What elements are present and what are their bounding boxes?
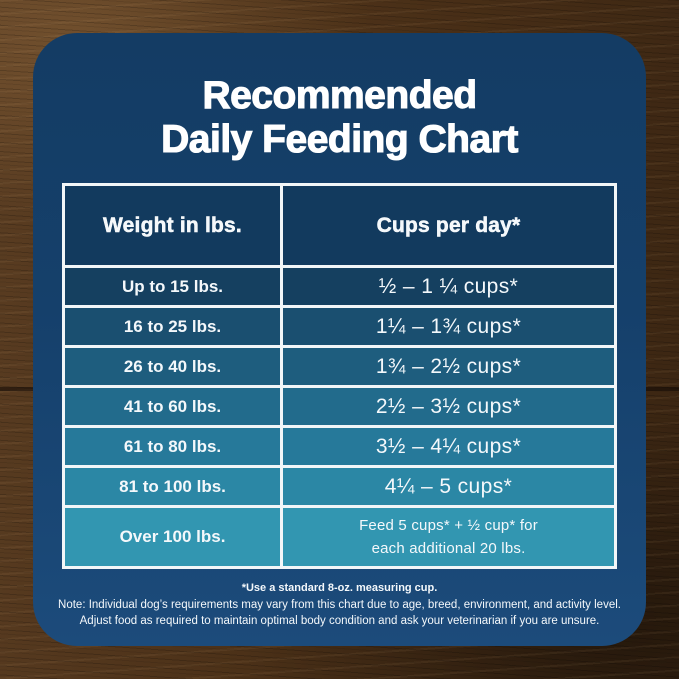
- table-row-weight: Up to 15 lbs.: [65, 268, 280, 306]
- table-row-weight: 41 to 60 lbs.: [65, 388, 280, 426]
- table-row-cups: ½ – 1 ¼ cups*: [283, 268, 614, 306]
- table-row-weight: 26 to 40 lbs.: [65, 348, 280, 386]
- title-line-2: Daily Feeding Chart: [161, 118, 519, 162]
- measuring-cup-note: *Use a standard 8-oz. measuring cup.: [241, 582, 438, 595]
- table-row-weight: 16 to 25 lbs.: [65, 308, 280, 346]
- table-row-weight: Over 100 lbs.: [65, 508, 280, 567]
- note-body-line-2: Adjust food as required to maintain opti…: [79, 615, 600, 628]
- column-header-weight: Weight in lbs.: [65, 186, 280, 266]
- footnotes: *Use a standard 8-oz. measuring cup. Not…: [33, 582, 646, 630]
- cups-line-1: Feed 5 cups* + ½ cup* for: [359, 516, 538, 534]
- column-header-cups: Cups per day*: [283, 186, 614, 266]
- page-title: Recommended Daily Feeding Chart: [33, 33, 646, 162]
- table-row-cups: 2½ – 3½ cups*: [283, 388, 614, 426]
- cups-line-2: each additional 20 lbs.: [371, 540, 526, 558]
- table-row-cups: 3½ – 4¼ cups*: [283, 428, 614, 466]
- note-body-line-1: Note: Individual dog’s requirements may …: [58, 599, 621, 612]
- title-line-1: Recommended: [202, 73, 478, 117]
- table-row-weight: 81 to 100 lbs.: [65, 468, 280, 506]
- feeding-chart-card: Recommended Daily Feeding Chart Weight i…: [33, 33, 646, 646]
- table-row-cups: 1¾ – 2½ cups*: [283, 348, 614, 386]
- table-row-cups: 4¼ – 5 cups*: [283, 468, 614, 506]
- table-row-weight: 61 to 80 lbs.: [65, 428, 280, 466]
- feeding-table: Weight in lbs. Cups per day* Up to 15 lb…: [62, 183, 617, 570]
- table-row-cups: Feed 5 cups* + ½ cup* for each additiona…: [283, 508, 614, 567]
- table-row-cups: 1¼ – 1¾ cups*: [283, 308, 614, 346]
